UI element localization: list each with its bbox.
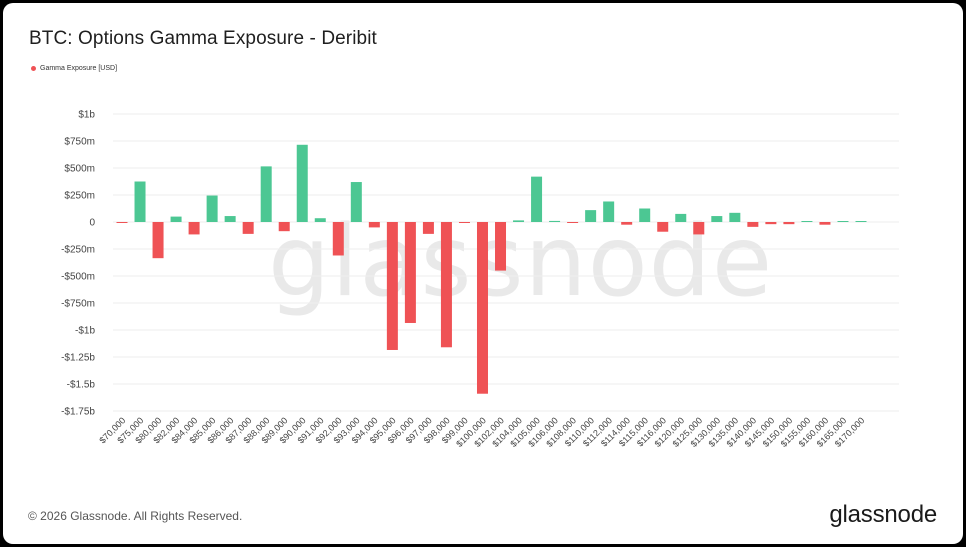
bar-98000[interactable] — [440, 222, 452, 348]
bar-80000[interactable] — [152, 222, 164, 259]
bar-99000[interactable] — [458, 222, 470, 223]
y-tick-label: $500m — [64, 164, 95, 175]
y-tick-label: -$1.5b — [67, 380, 96, 391]
legend[interactable]: Gamma Exposure [USD] — [31, 65, 117, 72]
bar-93000[interactable] — [350, 182, 362, 222]
y-tick-label: -$250m — [61, 245, 95, 256]
bar-116000[interactable] — [657, 222, 669, 232]
y-tick-label: -$500m — [61, 272, 95, 283]
y-tick-label: 0 — [89, 218, 95, 229]
bar-89000[interactable] — [278, 222, 290, 232]
bar-155000[interactable] — [801, 221, 813, 222]
y-tick-label: $1b — [78, 110, 95, 121]
legend-label: Gamma Exposure [USD] — [40, 65, 118, 72]
bar-106000[interactable] — [549, 220, 561, 222]
bar-100000[interactable] — [476, 222, 488, 394]
bar-85000[interactable] — [206, 195, 218, 222]
y-tick-label: $250m — [64, 191, 95, 202]
bar-104000[interactable] — [513, 220, 525, 222]
bar-90000[interactable] — [296, 144, 308, 222]
bar-135000[interactable] — [729, 212, 741, 222]
chart-title: BTC: Options Gamma Exposure - Deribit — [29, 28, 377, 49]
y-axis: $1b $750m $500m $250m 0 -$250m -$500m -$750m -$1… — [61, 110, 95, 418]
bar-88000[interactable] — [260, 166, 272, 222]
chart-card: BTC: Options Gamma Exposure - Deribit Ga… — [3, 3, 963, 544]
bar-70000[interactable] — [116, 222, 128, 223]
bar-86000[interactable] — [224, 216, 236, 222]
y-tick-label: -$1.75b — [61, 407, 95, 418]
bar-108000[interactable] — [567, 222, 579, 223]
y-tick-label: -$1.25b — [61, 353, 95, 364]
bar-115000[interactable] — [639, 208, 651, 223]
bar-84000[interactable] — [188, 222, 200, 235]
bar-97000[interactable] — [422, 222, 434, 234]
legend-marker — [31, 66, 36, 71]
bar-140000[interactable] — [747, 222, 759, 227]
bar-102000[interactable] — [495, 222, 507, 271]
y-tick-label: -$750m — [61, 299, 95, 310]
bar-82000[interactable] — [170, 216, 182, 222]
bar-112000[interactable] — [603, 201, 615, 222]
bar-96000[interactable] — [404, 222, 416, 323]
bar-75000[interactable] — [134, 181, 146, 223]
bars — [116, 144, 867, 394]
bar-105000[interactable] — [531, 176, 543, 222]
x-axis: $70,000$75,000$80,000$82,000$84,000$85,0… — [97, 415, 866, 449]
bar-125000[interactable] — [693, 222, 705, 235]
bar-94000[interactable] — [368, 222, 380, 228]
copyright-text: © 2026 Glassnode. All Rights Reserved. — [28, 509, 243, 523]
bar-87000[interactable] — [242, 222, 254, 234]
bar-165000[interactable] — [837, 221, 849, 222]
bar-114000[interactable] — [621, 222, 633, 225]
bar-92000[interactable] — [332, 222, 344, 256]
y-tick-label: $750m — [64, 137, 95, 148]
y-tick-label: -$1b — [75, 326, 95, 337]
bar-91000[interactable] — [314, 218, 326, 222]
bar-130000[interactable] — [711, 216, 723, 222]
glassnode-logo[interactable]: glassnode — [829, 501, 937, 528]
bar-110000[interactable] — [585, 210, 597, 222]
bar-120000[interactable] — [675, 213, 687, 222]
bar-145000[interactable] — [765, 222, 777, 225]
bar-150000[interactable] — [783, 222, 795, 225]
gamma-bar-chart: $1b $750m $500m $250m 0 -$250m -$500m -$750m -$1… — [61, 110, 899, 449]
bar-160000[interactable] — [819, 222, 831, 225]
bar-95000[interactable] — [386, 222, 398, 350]
watermark: glassnode — [268, 205, 774, 319]
bar-170000[interactable] — [855, 221, 867, 222]
